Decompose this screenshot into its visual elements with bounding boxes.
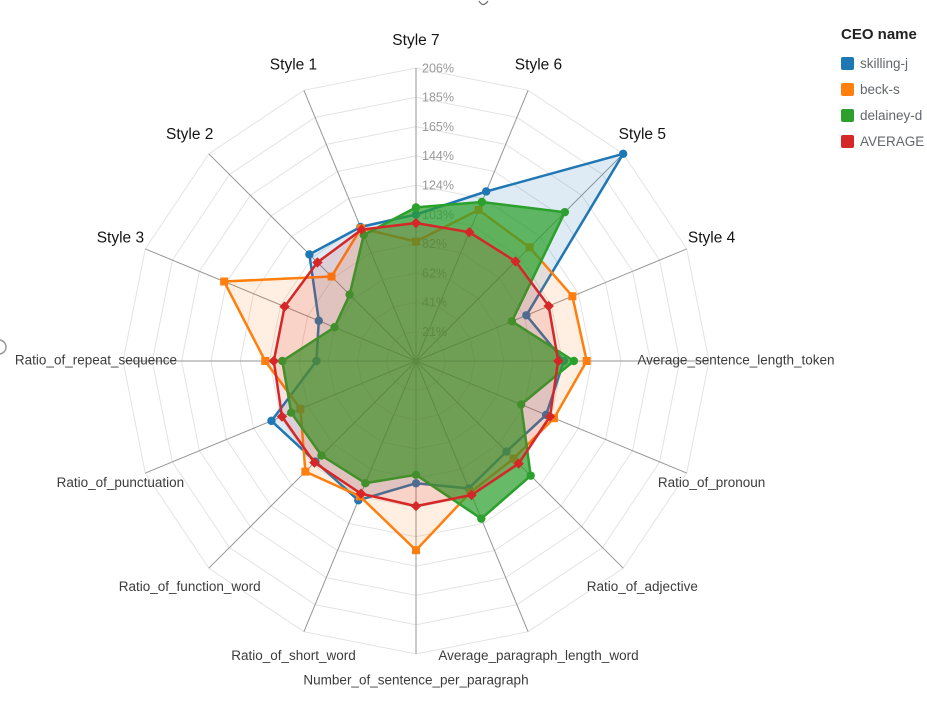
legend-item-skilling-j[interactable]: skilling-j (841, 54, 924, 72)
data-point-skilling-j (411, 479, 421, 488)
data-point-AVERAGE (544, 411, 556, 422)
legend-swatch-icon (841, 134, 854, 148)
data-point-beck-s (261, 357, 270, 365)
data-point-beck-s (582, 357, 591, 365)
axis-label-ratio-of-function-word: Ratio_of_function_word (119, 579, 261, 594)
data-point-beck-s (327, 272, 336, 281)
axis-label-style-2: Style 2 (166, 126, 213, 143)
clipped-title-fragment (478, 0, 489, 6)
data-point-skilling-j (305, 250, 314, 259)
data-point-delainey-d (526, 471, 535, 480)
data-point-delainey-d (516, 400, 526, 409)
legend-item-delainey-d[interactable]: delainey-d (841, 106, 924, 124)
axis-label-style-3: Style 3 (97, 230, 144, 247)
data-point-delainey-d (477, 197, 487, 207)
radial-tick-label: 165% (422, 120, 454, 134)
axis-label-average-paragraph-length-word: Average_paragraph_length_word (438, 648, 638, 663)
data-point-delainey-d (345, 290, 354, 299)
legend-swatch-icon (841, 56, 854, 70)
data-point-beck-s (412, 546, 420, 555)
data-point-AVERAGE (510, 256, 521, 267)
legend: CEO name skilling-j beck-s delainey-d AV… (841, 26, 924, 158)
data-point-AVERAGE (410, 500, 422, 512)
data-point-AVERAGE (279, 301, 290, 312)
data-point-delainey-d (317, 451, 326, 460)
legend-item-label: AVERAGE (860, 133, 925, 149)
data-point-AVERAGE (309, 457, 320, 468)
axis-label-average-sentence-length-token: Average_sentence_length_token (637, 353, 834, 368)
data-point-delainey-d (507, 317, 517, 326)
axis-label-style-1: Style 1 (270, 56, 317, 73)
data-point-AVERAGE (464, 227, 475, 238)
data-point-AVERAGE (410, 217, 422, 229)
axis-label-ratio-of-punctuation: Ratio_of_punctuation (57, 475, 185, 490)
axis-label-ratio-of-adjective: Ratio_of_adjective (587, 579, 698, 594)
data-point-beck-s (220, 277, 229, 286)
data-point-AVERAGE (466, 489, 477, 501)
data-point-AVERAGE (276, 411, 288, 422)
data-point-skilling-j (618, 149, 628, 159)
axis-label-number-of-sentence-per-paragraph: Number_of_sentence_per_paragraph (303, 673, 528, 688)
legend-item-label: delainey-d (860, 107, 923, 123)
data-point-delainey-d (286, 408, 296, 417)
axis-label-style-4: Style 4 (688, 230, 736, 247)
axis-label-style-5: Style 5 (619, 126, 666, 143)
data-point-delainey-d (361, 479, 370, 488)
legend-item-label: skilling-j (860, 55, 909, 71)
data-point-beck-s (568, 292, 577, 301)
legend-item-beck-s[interactable]: beck-s (841, 80, 924, 98)
data-point-AVERAGE (553, 355, 564, 367)
data-point-AVERAGE (513, 458, 524, 469)
data-point-delainey-d (411, 203, 421, 212)
legend-swatch-icon (841, 108, 854, 122)
axis-label-ratio-of-repeat-sequence: Ratio_of_repeat_sequence (15, 353, 177, 368)
data-point-delainey-d (411, 470, 421, 479)
data-point-AVERAGE (355, 488, 367, 499)
data-point-delainey-d (278, 356, 287, 366)
data-point-AVERAGE (356, 224, 367, 235)
axis-label-style-6: Style 6 (515, 56, 562, 73)
legend-item-average[interactable]: AVERAGE (841, 132, 924, 150)
legend-item-label: beck-s (860, 81, 900, 97)
data-point-skilling-j (482, 187, 491, 196)
data-point-AVERAGE (268, 355, 279, 367)
axis-label-ratio-of-pronoun: Ratio_of_pronoun (658, 475, 765, 490)
data-point-skilling-j (267, 416, 276, 426)
data-point-AVERAGE (543, 300, 554, 312)
radial-tick-label: 206% (422, 61, 454, 75)
radial-tick-label: 124% (422, 178, 454, 192)
legend-swatch-icon (841, 82, 854, 96)
radial-tick-label: 144% (422, 149, 454, 163)
data-point-delainey-d (560, 207, 570, 217)
data-point-skilling-j (314, 316, 323, 325)
legend-title: CEO name (841, 26, 917, 43)
radial-tick-label: 185% (422, 91, 454, 105)
axis-label-ratio-of-short-word: Ratio_of_short_word (231, 648, 356, 663)
axis-label-style-7: Style 7 (392, 32, 439, 49)
data-point-delainey-d (330, 323, 339, 332)
data-point-skilling-j (522, 311, 531, 320)
data-point-beck-s (301, 467, 310, 476)
clipped-label-fragment (0, 339, 7, 355)
data-point-AVERAGE (312, 257, 323, 268)
data-point-delainey-d (569, 356, 579, 366)
data-point-delainey-d (477, 514, 486, 523)
data-point-beck-s (549, 414, 558, 423)
